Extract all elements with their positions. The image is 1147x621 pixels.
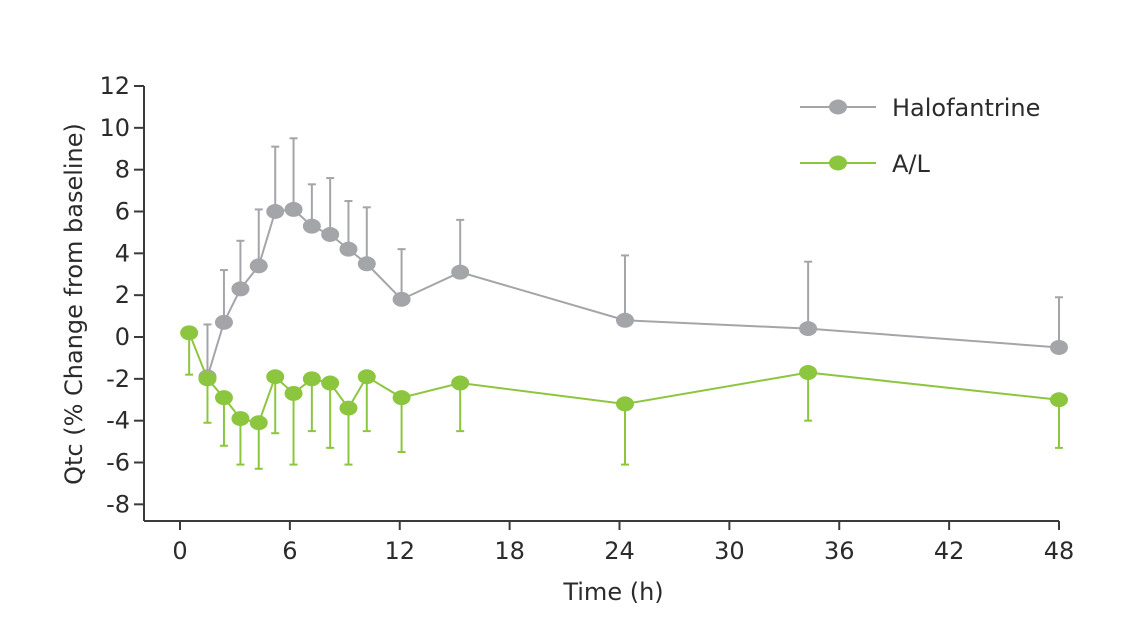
data-point xyxy=(615,312,634,328)
data-point xyxy=(249,258,268,274)
data-point xyxy=(231,411,250,427)
y-tick-label: 12 xyxy=(99,72,130,100)
data-point xyxy=(392,291,411,307)
data-point xyxy=(1050,392,1068,408)
data-point xyxy=(231,281,250,297)
x-tick-label: 30 xyxy=(714,537,745,565)
y-tick-label: -8 xyxy=(106,490,130,518)
x-axis-title: Time (h) xyxy=(562,578,663,606)
data-point xyxy=(302,218,321,234)
data-point xyxy=(214,314,233,330)
data-point xyxy=(799,365,818,381)
y-tick-label: 6 xyxy=(115,198,130,226)
series-line xyxy=(188,332,1060,424)
x-tick-label: 12 xyxy=(384,537,415,565)
legend: Halofantrine A/L xyxy=(800,94,1040,178)
data-point xyxy=(214,390,233,406)
y-tick-label: -4 xyxy=(106,407,130,435)
data-point xyxy=(266,369,285,385)
x-tick-label: 6 xyxy=(282,537,297,565)
x-tick-label: 36 xyxy=(824,537,855,565)
data-point xyxy=(198,371,217,387)
y-tick-label: 0 xyxy=(115,323,130,351)
x-tick-label: 48 xyxy=(1044,537,1075,565)
data-point xyxy=(451,264,470,280)
legend-marker xyxy=(829,99,847,115)
data-point xyxy=(321,375,340,391)
data-point xyxy=(266,204,285,219)
data-point xyxy=(180,325,199,341)
x-tick-label: 0 xyxy=(172,537,187,565)
data-point xyxy=(339,241,358,257)
data-point xyxy=(799,321,818,337)
legend-marker xyxy=(829,155,847,171)
series-al xyxy=(180,325,1068,470)
data-point xyxy=(357,369,376,385)
y-tick-label: 10 xyxy=(99,114,130,142)
legend-label: A/L xyxy=(892,150,931,178)
data-point xyxy=(321,227,340,243)
data-point xyxy=(284,385,303,401)
data-point xyxy=(249,415,268,431)
data-point xyxy=(615,396,634,412)
y-tick-label: -2 xyxy=(106,365,130,393)
data-point xyxy=(284,201,303,217)
data-point xyxy=(451,375,470,391)
series-halofantrine xyxy=(198,137,1068,385)
data-point xyxy=(392,390,411,406)
y-tick-label: -6 xyxy=(106,449,130,477)
data-point xyxy=(339,400,358,416)
x-tick-label: 18 xyxy=(494,537,525,565)
data-point xyxy=(1050,339,1068,355)
y-tick-label: 4 xyxy=(115,239,130,267)
legend-label: Halofantrine xyxy=(892,94,1040,122)
y-tick-label: 2 xyxy=(115,281,130,309)
x-tick-label: 24 xyxy=(604,537,635,565)
x-tick-label: 42 xyxy=(934,537,965,565)
y-tick-label: 8 xyxy=(115,156,130,184)
data-point xyxy=(302,371,321,387)
data-point xyxy=(357,256,376,272)
y-axis-title: Qtc (% Change from baseline) xyxy=(60,123,88,485)
